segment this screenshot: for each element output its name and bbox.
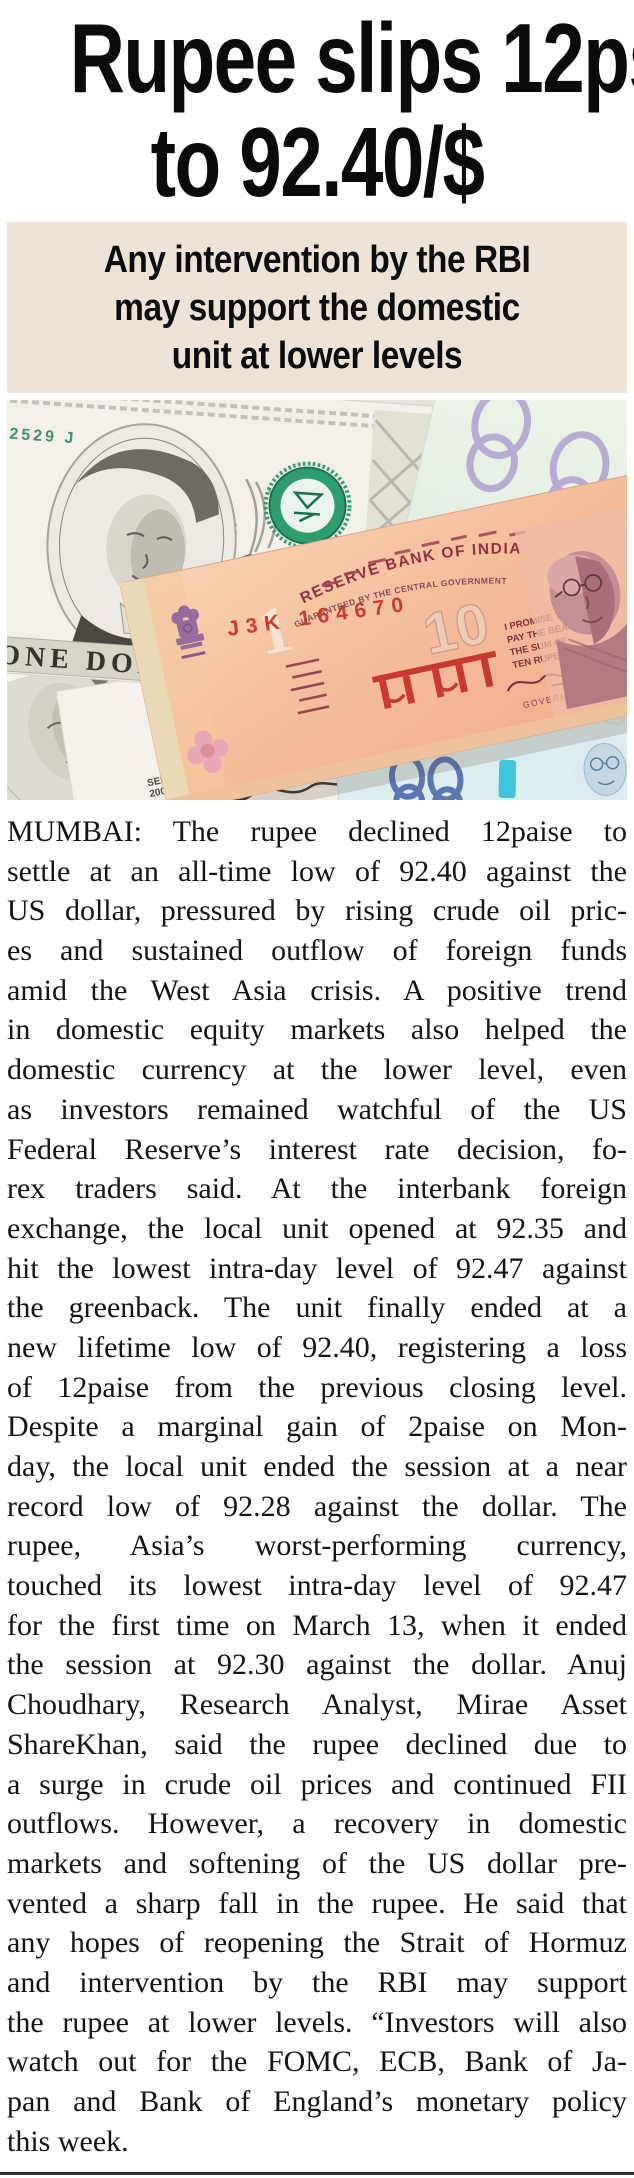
body-line: exchange, the local unit opened at 92.35… — [7, 1211, 627, 1245]
body-line: a surge in crude oil prices and continue… — [7, 1767, 627, 1801]
body-line: the session at 92.30 against the dollar.… — [7, 1648, 627, 1682]
body-line: new lifetime low of 92.40, registering a… — [7, 1330, 627, 1364]
photo-label-ten: 10 — [418, 590, 495, 667]
body-line: this week. — [7, 2124, 129, 2158]
article-headline: Rupee slips 12ps to 92.40/$ — [0, 0, 634, 214]
body-line: amid the West Asia crisis. A positive tr… — [7, 973, 627, 1007]
body-line: settle at an all-time low of 92.40 again… — [7, 854, 627, 888]
body-line: ShareKhan, said the rupee declined due t… — [7, 1727, 627, 1761]
body-line: es and sustained outflow of foreign fund… — [7, 934, 627, 968]
bottom-divider — [0, 2172, 634, 2175]
body-line: markets and softening of the US dollar p… — [7, 1846, 627, 1880]
body-line: rex traders said. At the interbank forei… — [7, 1172, 627, 1206]
body-line: US dollar, pressured by rising crude oil… — [7, 894, 627, 928]
body-line: as investors remained watchful of the US — [7, 1092, 627, 1126]
body-line: vented a sharp fall in the rupee. He sai… — [7, 1886, 627, 1920]
body-line: domestic currency at the lower level, ev… — [7, 1053, 627, 1087]
subhead-line: may support the domestic — [114, 287, 520, 329]
article-photo: D STATES OF LAR — [7, 400, 627, 800]
body-line: the rupee at lower levels. “Investors wi… — [7, 2005, 627, 2039]
body-line: in domestic equity markets also helped t… — [7, 1013, 627, 1047]
headline-line-1: Rupee slips 12ps — [69, 3, 634, 113]
ashoka-emblem — [171, 605, 205, 651]
body-line: rupee, Asia’s worst-performing currency, — [7, 1529, 627, 1563]
gandhi-portrait — [514, 504, 627, 718]
article-body: MUMBAI: The rupee declined 12paise to set… — [7, 812, 627, 2161]
body-line: any hopes of reopening the Strait of Hor… — [7, 1926, 627, 1960]
body-line: outflows. However, a recovery in domesti… — [7, 1807, 627, 1841]
body-line: day, the local unit ended the session at… — [7, 1450, 627, 1483]
subhead-line: Any intervention by the RBI — [103, 239, 531, 281]
body-line: record low of 92.28 against the dollar. … — [7, 1489, 627, 1523]
headline-line-2: to 92.40/$ — [150, 107, 485, 217]
body-line: the greenback. The unit finally ended at… — [7, 1291, 627, 1325]
currency-photo-illustration: D STATES OF LAR — [7, 400, 627, 800]
body-line: of 12paise from the previous closing lev… — [7, 1370, 627, 1404]
body-line: touched its lowest intra-day level of 92… — [7, 1569, 627, 1603]
lotus-ornament — [187, 730, 229, 773]
body-line: hit the lowest intra-day level of 92.47 … — [7, 1251, 627, 1285]
body-line: Despite a marginal gain of 2paise on Mon… — [7, 1410, 627, 1444]
body-line: Federal Reserve’s interest rate decision… — [7, 1132, 627, 1166]
article-subhead-box: Any intervention by the RBI may support t… — [7, 222, 627, 393]
body-line: MUMBAI: The rupee declined 12paise to — [7, 815, 627, 848]
body-line: for the first time on March 13, when it … — [7, 1608, 627, 1642]
body-line: watch out for the FOMC, ECB, Bank of Ja- — [7, 2045, 627, 2079]
body-line: and intervention by the RBI may support — [7, 1965, 627, 1999]
hindi-dasa-rupaye-strokes — [371, 650, 497, 709]
body-line: Choudhary, Research Analyst, Mirae Asset — [7, 1688, 627, 1722]
indian-note-ten-rupee: 1 J3K 164670 RESERVE BANK OF INDIA GUARA… — [119, 473, 627, 800]
body-line: pan and Bank of England’s monetary polic… — [7, 2085, 627, 2118]
subhead-line: unit at lower levels — [171, 335, 463, 377]
